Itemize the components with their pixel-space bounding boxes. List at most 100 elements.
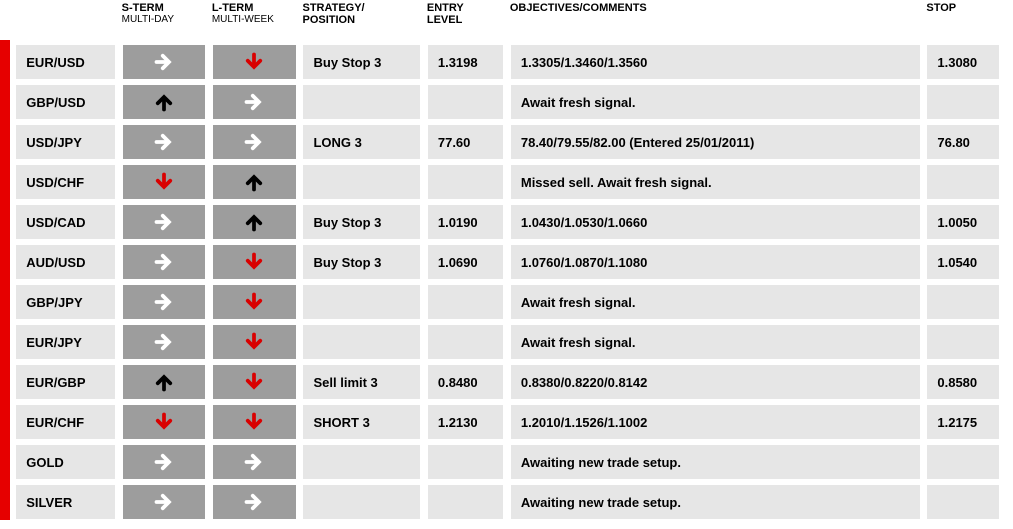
pair-label: GBP/JPY (26, 295, 82, 310)
entry-value: 1.0690 (438, 255, 478, 270)
table-row: EUR/GBPSell limit 30.84800.8380/0.8220/0… (0, 364, 1000, 400)
forex-signal-table: S-TERM MULTI-DAY L-TERM MULTI-WEEK STRAT… (0, 0, 1000, 520)
header-sterm-label: S-TERM (122, 2, 164, 14)
header-objectives: OBJECTIVES/COMMENTS (510, 0, 921, 40)
sterm-cell (122, 284, 207, 320)
table-row: USD/CHF Missed sell. Await fresh signal. (0, 164, 1000, 200)
arrow-down-icon (244, 413, 264, 430)
sterm-cell (122, 204, 207, 240)
arrow-up-icon (244, 173, 264, 190)
arrow-up-icon (154, 373, 174, 390)
table-row: USD/JPYLONG 377.6078.40/79.55/82.00 (Ent… (0, 124, 1000, 160)
table-row: GBP/JPY Await fresh signal. (0, 284, 1000, 320)
pair-cell: GBP/USD (15, 84, 116, 120)
pair-cell: GOLD (15, 444, 116, 480)
sterm-cell (122, 84, 207, 120)
arrow-right-icon (154, 293, 174, 310)
objectives-cell: Await fresh signal. (510, 84, 921, 120)
accent-bar (0, 44, 10, 80)
stop-cell: 76.80 (926, 124, 1000, 160)
objectives-value: Await fresh signal. (521, 95, 636, 110)
header-entry-2: LEVEL (427, 14, 504, 26)
objectives-cell: 0.8380/0.8220/0.8142 (510, 364, 921, 400)
arrow-down-icon (244, 293, 264, 310)
pair-label: GOLD (26, 455, 64, 470)
pair-label: USD/CHF (26, 175, 84, 190)
accent-bar (0, 364, 10, 400)
sterm-cell (122, 44, 207, 80)
pair-label: AUD/USD (26, 255, 85, 270)
header-row: S-TERM MULTI-DAY L-TERM MULTI-WEEK STRAT… (0, 0, 1000, 40)
header-sterm: S-TERM MULTI-DAY (122, 0, 207, 40)
header-strategy: STRATEGY/ POSITION (302, 0, 421, 40)
lterm-cell (212, 364, 297, 400)
pair-label: USD/CAD (26, 215, 85, 230)
arrow-up-icon (154, 93, 174, 110)
sterm-cell (122, 324, 207, 360)
header-lterm-label: L-TERM (212, 2, 254, 14)
objectives-cell: Await fresh signal. (510, 324, 921, 360)
arrow-right-icon (244, 133, 264, 150)
entry-cell (427, 164, 504, 200)
header-lterm: L-TERM MULTI-WEEK (212, 0, 297, 40)
header-entry: ENTRY LEVEL (427, 0, 504, 40)
arrow-right-icon (154, 493, 174, 510)
lterm-cell (212, 164, 297, 200)
objectives-cell: 1.3305/1.3460/1.3560 (510, 44, 921, 80)
entry-cell (427, 284, 504, 320)
arrow-right-icon (154, 253, 174, 270)
objectives-value: Awaiting new trade setup. (521, 455, 681, 470)
accent-bar (0, 124, 10, 160)
lterm-cell (212, 324, 297, 360)
strategy-cell (302, 164, 421, 200)
pair-label: EUR/CHF (26, 415, 84, 430)
entry-cell: 77.60 (427, 124, 504, 160)
entry-value: 0.8480 (438, 375, 478, 390)
stop-value: 1.3080 (937, 55, 977, 70)
objectives-value: Await fresh signal. (521, 295, 636, 310)
objectives-value: 1.0760/1.0870/1.1080 (521, 255, 648, 270)
strategy-cell: Buy Stop 3 (302, 244, 421, 280)
objectives-cell: 1.2010/1.1526/1.1002 (510, 404, 921, 440)
stop-cell: 1.2175 (926, 404, 1000, 440)
arrow-down-icon (244, 373, 264, 390)
arrow-up-icon (244, 213, 264, 230)
accent-bar (0, 444, 10, 480)
table-row: EUR/USDBuy Stop 31.31981.3305/1.3460/1.3… (0, 44, 1000, 80)
sterm-cell (122, 244, 207, 280)
objectives-value: Missed sell. Await fresh signal. (521, 175, 712, 190)
lterm-cell (212, 204, 297, 240)
stop-cell (926, 484, 1000, 520)
objectives-value: 0.8380/0.8220/0.8142 (521, 375, 648, 390)
lterm-cell (212, 284, 297, 320)
table-row: GBP/USD Await fresh signal. (0, 84, 1000, 120)
strategy-cell: Buy Stop 3 (302, 44, 421, 80)
accent-bar (0, 484, 10, 520)
entry-cell: 0.8480 (427, 364, 504, 400)
entry-value: 1.0190 (438, 215, 478, 230)
lterm-cell (212, 84, 297, 120)
objectives-value: Awaiting new trade setup. (521, 495, 681, 510)
lterm-cell (212, 124, 297, 160)
strategy-value: Sell limit 3 (313, 375, 377, 390)
objectives-cell: 1.0430/1.0530/1.0660 (510, 204, 921, 240)
strategy-value: LONG 3 (313, 135, 361, 150)
table-row: USD/CAD Buy Stop 3 1.0190 1.0430/1.0530/1.0… (0, 204, 1000, 240)
arrow-right-icon (154, 213, 174, 230)
header-sterm-sub: MULTI-DAY (122, 14, 207, 25)
sterm-cell (122, 404, 207, 440)
pair-cell: EUR/CHF (15, 404, 116, 440)
lterm-cell (212, 404, 297, 440)
stop-cell (926, 284, 1000, 320)
objectives-cell: Missed sell. Await fresh signal. (510, 164, 921, 200)
arrow-right-icon (244, 493, 264, 510)
objectives-cell: Awaiting new trade setup. (510, 444, 921, 480)
table-row: SILVERAwaiting new trade setup. (0, 484, 1000, 520)
arrow-down-icon (154, 413, 174, 430)
stop-cell: 1.3080 (926, 44, 1000, 80)
objectives-cell: 78.40/79.55/82.00 (Entered 25/01/2011) (510, 124, 921, 160)
arrow-down-icon (244, 333, 264, 350)
strategy-value: Buy Stop 3 (313, 215, 381, 230)
stop-cell (926, 164, 1000, 200)
entry-cell (427, 84, 504, 120)
